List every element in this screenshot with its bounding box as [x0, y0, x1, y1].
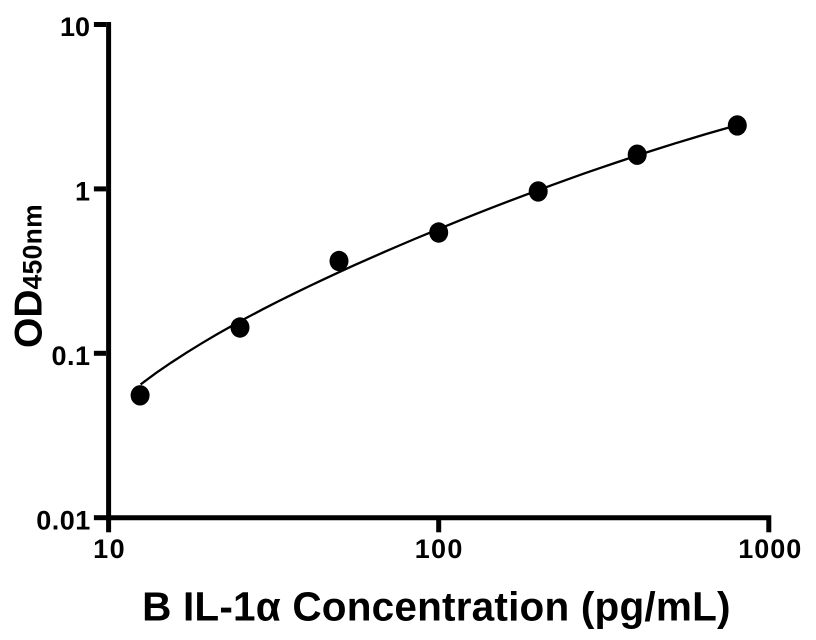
svg-text:B IL-1α Concentration (pg/mL): B IL-1α Concentration (pg/mL): [142, 583, 731, 629]
svg-text:OD450nm: OD450nm: [7, 204, 50, 348]
svg-text:1000: 1000: [738, 534, 802, 564]
svg-text:100: 100: [415, 534, 464, 564]
svg-text:0.1: 0.1: [51, 341, 90, 371]
svg-text:1: 1: [75, 177, 90, 207]
svg-text:0.01: 0.01: [36, 505, 91, 535]
svg-text:10: 10: [60, 12, 90, 42]
svg-text:10: 10: [93, 534, 126, 564]
